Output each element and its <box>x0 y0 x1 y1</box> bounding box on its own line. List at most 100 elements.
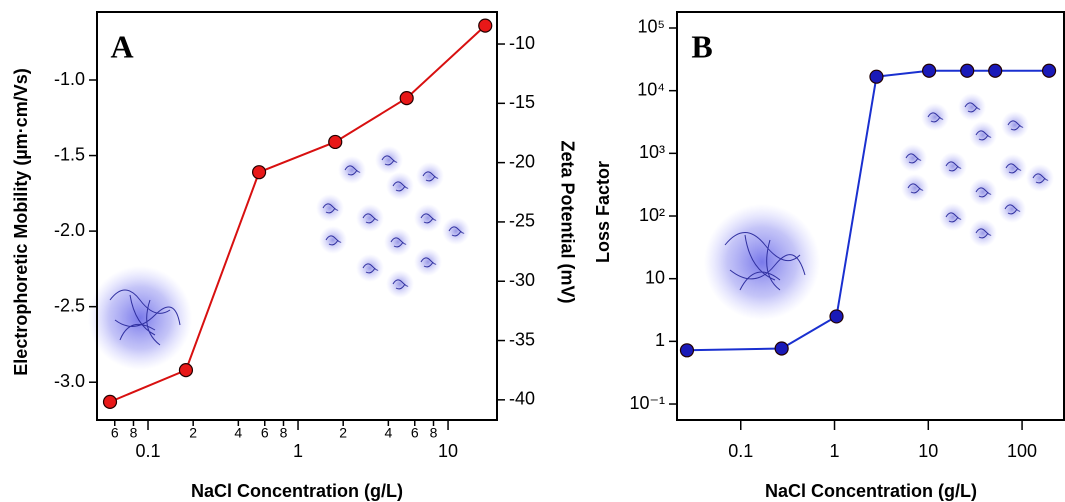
particle <box>442 217 470 245</box>
data-point <box>399 91 414 106</box>
x-tick-label: 10 <box>918 441 938 461</box>
data-line <box>109 24 486 403</box>
particle <box>969 178 997 206</box>
y-axis-title: Loss Factor <box>593 161 613 263</box>
particle-chain <box>964 102 981 113</box>
y2-tick-label: -40 <box>509 389 535 409</box>
data-point <box>922 63 937 78</box>
particle-chain <box>344 165 361 176</box>
x-tick-label: 8 <box>130 425 138 441</box>
particle <box>998 195 1026 223</box>
data-point <box>478 18 493 33</box>
x-tick-label: 4 <box>384 425 392 441</box>
particle <box>939 152 967 180</box>
particle-chain <box>392 181 409 192</box>
particle <box>319 226 347 254</box>
particle-chain <box>390 237 407 248</box>
data-point <box>328 134 343 150</box>
particle-chain <box>381 155 398 166</box>
panel-label: B <box>691 28 712 64</box>
data-point <box>869 69 884 84</box>
particle-chain <box>1007 120 1024 131</box>
particle <box>386 172 414 200</box>
y-tick-label: 10 <box>645 267 665 287</box>
particle-chain <box>1004 204 1021 215</box>
particle <box>356 254 384 282</box>
particle <box>969 121 997 149</box>
x-tick-label: 6 <box>261 425 269 441</box>
particle-chain <box>905 153 922 164</box>
particle-chain <box>420 213 437 224</box>
data-point <box>1041 63 1057 78</box>
data-point <box>679 343 695 358</box>
particle-chain <box>325 235 342 246</box>
particle <box>356 204 384 232</box>
particle <box>414 204 442 232</box>
y-tick-label: -2.5 <box>54 295 85 315</box>
nanoparticles <box>316 93 1054 298</box>
particle-chain <box>392 279 409 290</box>
particle-chain <box>907 183 924 194</box>
particle-chain <box>420 257 437 268</box>
particle-chain <box>927 112 944 123</box>
particle <box>414 248 442 276</box>
plot-frame <box>96 11 498 421</box>
particle <box>386 270 414 298</box>
data-point <box>178 363 194 378</box>
x-tick-label: 8 <box>430 425 438 441</box>
particle <box>1026 164 1054 192</box>
y-tick-label: -1.5 <box>54 144 85 164</box>
particle <box>899 144 927 172</box>
y-tick-label: -2.0 <box>54 220 85 240</box>
particle <box>375 146 403 174</box>
data-point <box>829 309 844 324</box>
data-point <box>774 341 789 356</box>
x-tick-label: 1 <box>293 441 303 461</box>
x-tick-label: 2 <box>339 425 347 441</box>
particle-chain <box>945 161 962 172</box>
particle-chain <box>975 228 992 239</box>
x-tick-label: 2 <box>189 425 197 441</box>
data-point <box>960 63 975 78</box>
particle-chain <box>362 263 379 274</box>
y-tick-label: 1 <box>655 330 665 350</box>
y-tick-label: 10⁵ <box>638 17 665 37</box>
particle <box>958 93 986 121</box>
y2-tick-label: -35 <box>509 329 535 349</box>
particle-chain <box>1005 163 1022 174</box>
particle-chain <box>975 187 992 198</box>
panel-label: A <box>110 28 133 64</box>
decoration <box>88 204 820 370</box>
data-point <box>251 165 267 180</box>
x-tick-label: 6 <box>111 425 119 441</box>
y-axis-title: Electrophoretic Mobility (µm·cm/Vs) <box>11 68 31 375</box>
x-tick-label: 1 <box>830 441 840 461</box>
y-tick-label: 10⁴ <box>637 79 665 99</box>
y2-tick-label: -10 <box>509 33 535 53</box>
particle <box>316 194 344 222</box>
x-tick-label: 8 <box>280 425 288 441</box>
data-point <box>102 394 118 409</box>
x-tick-label: 4 <box>234 425 242 441</box>
y-tick-label: -3.0 <box>54 371 85 391</box>
particle <box>969 219 997 247</box>
y2-tick-label: -30 <box>509 270 535 290</box>
particle <box>939 203 967 231</box>
y-tick-label: 10⁻¹ <box>629 393 665 413</box>
particle-chain <box>422 171 439 182</box>
particle <box>921 103 949 131</box>
particle <box>999 154 1027 182</box>
y-tick-label: 10³ <box>639 142 665 162</box>
particle <box>1001 111 1029 139</box>
particle <box>384 228 412 256</box>
y-tick-label: -1.0 <box>54 69 85 89</box>
x-tick-label: 6 <box>411 425 419 441</box>
y2-tick-label: -20 <box>509 151 535 171</box>
y2-tick-label: -25 <box>509 211 535 231</box>
particle-chain <box>1032 173 1049 184</box>
y-tick-label: 10² <box>639 205 665 225</box>
x-tick-label: 10 <box>438 441 458 461</box>
particle <box>338 156 366 184</box>
x-axis-title: NaCl Concentration (g/L) <box>765 481 977 501</box>
